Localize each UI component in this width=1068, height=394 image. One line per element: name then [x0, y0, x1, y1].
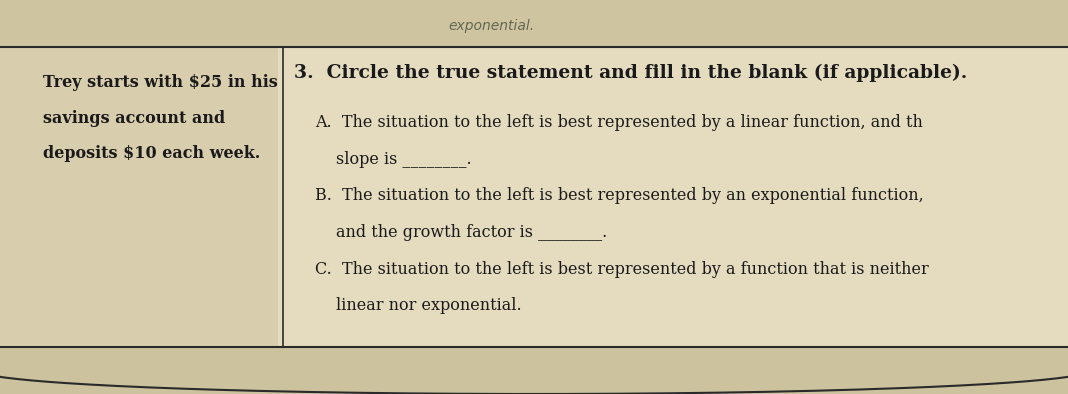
Text: linear nor exponential.: linear nor exponential.	[336, 297, 522, 314]
Text: Trey starts with $25 in his: Trey starts with $25 in his	[43, 74, 278, 91]
Bar	[0, 24, 278, 347]
Text: C.  The situation to the left is best represented by a function that is neither: C. The situation to the left is best rep…	[315, 261, 929, 279]
Text: deposits $10 each week.: deposits $10 each week.	[43, 145, 260, 162]
Bar	[0, 347, 1068, 394]
Text: slope is ________.: slope is ________.	[336, 151, 472, 168]
Text: exponential.: exponential.	[449, 19, 534, 33]
Bar	[0, 0, 85, 394]
Text: A.  The situation to the left is best represented by a linear function, and th: A. The situation to the left is best rep…	[315, 113, 923, 131]
Text: B.  The situation to the left is best represented by an exponential function,: B. The situation to the left is best rep…	[315, 186, 924, 204]
Bar	[0, 0, 1068, 47]
Text: 3.  Circle the true statement and fill in the blank (if applicable).: 3. Circle the true statement and fill in…	[294, 64, 967, 82]
Text: savings account and: savings account and	[43, 110, 225, 127]
Bar	[278, 24, 1068, 347]
Text: and the growth factor is ________.: and the growth factor is ________.	[336, 224, 608, 241]
